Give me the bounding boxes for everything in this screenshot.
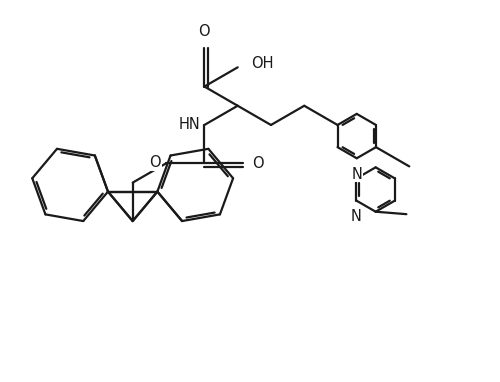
Text: O: O	[252, 156, 264, 171]
Text: HN: HN	[178, 118, 201, 133]
Text: N: N	[352, 167, 362, 181]
Text: N: N	[351, 209, 362, 224]
Text: OH: OH	[252, 57, 274, 71]
Text: O: O	[198, 24, 210, 39]
Text: O: O	[150, 155, 161, 170]
